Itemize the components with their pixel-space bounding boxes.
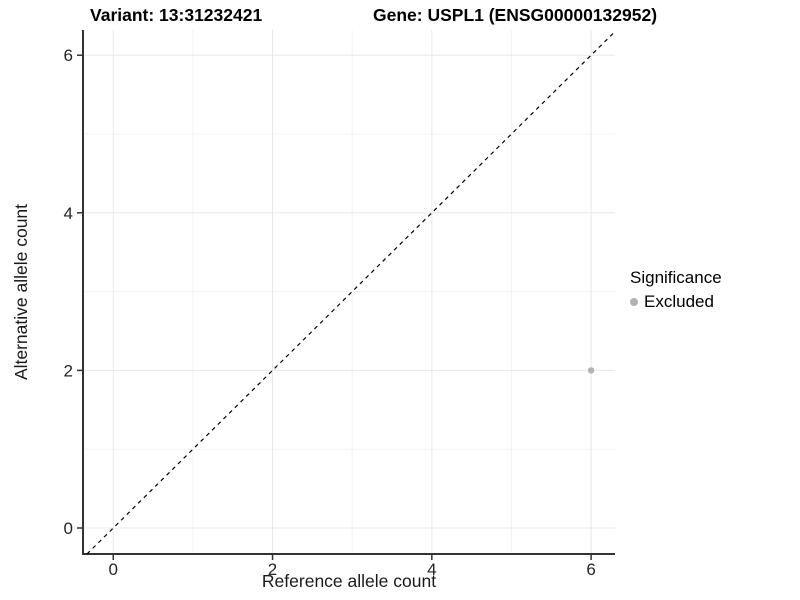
y-tick-label: 6 <box>64 46 73 65</box>
legend-entry-label: Excluded <box>644 292 714 311</box>
variant-title: Variant: 13:31232421 <box>90 5 263 25</box>
gene-title: Gene: USPL1 (ENSG00000132952) <box>373 5 658 25</box>
x-tick-label: 4 <box>427 560 436 579</box>
x-tick-label: 0 <box>109 560 118 579</box>
y-tick-label: 0 <box>64 519 73 538</box>
y-axis-title: Alternative allele count <box>11 203 31 381</box>
x-tick-label: 6 <box>586 560 595 579</box>
data-point <box>587 367 595 374</box>
excluded-point-icon <box>630 298 638 306</box>
legend-title: Significance <box>630 268 722 287</box>
y-tick-label: 2 <box>64 361 73 380</box>
legend-entry-excluded: Excluded <box>630 292 722 312</box>
x-tick-label: 2 <box>268 560 277 579</box>
y-tick-label: 4 <box>64 204 73 223</box>
x-axis-title: Reference allele count <box>261 571 437 591</box>
legend: Significance Excluded <box>630 268 722 312</box>
identity-line <box>86 31 616 555</box>
